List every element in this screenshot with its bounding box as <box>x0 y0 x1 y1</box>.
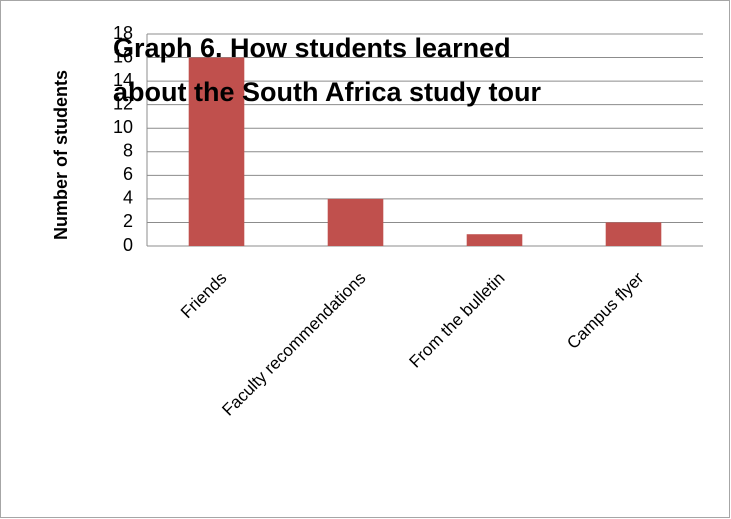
y-tick-label: 18 <box>113 23 133 43</box>
y-tick-label: 4 <box>123 188 133 208</box>
bar <box>605 222 662 246</box>
y-tick-label: 14 <box>113 70 133 90</box>
y-tick-label: 16 <box>113 46 133 66</box>
y-tick-label: 2 <box>123 211 133 231</box>
y-tick-label: 8 <box>123 141 133 161</box>
y-tick-label: 10 <box>113 117 133 137</box>
y-axis-label: Number of students <box>51 70 71 240</box>
bar <box>327 198 384 246</box>
chart-title: Graph 6. How students learned <box>113 33 511 63</box>
y-tick-label: 12 <box>113 93 133 113</box>
y-tick-label: 0 <box>123 235 133 255</box>
y-tick-label: 6 <box>123 164 133 184</box>
chart-title: about the South Africa study tour <box>113 77 541 107</box>
bar <box>188 57 245 246</box>
bar <box>466 234 523 246</box>
